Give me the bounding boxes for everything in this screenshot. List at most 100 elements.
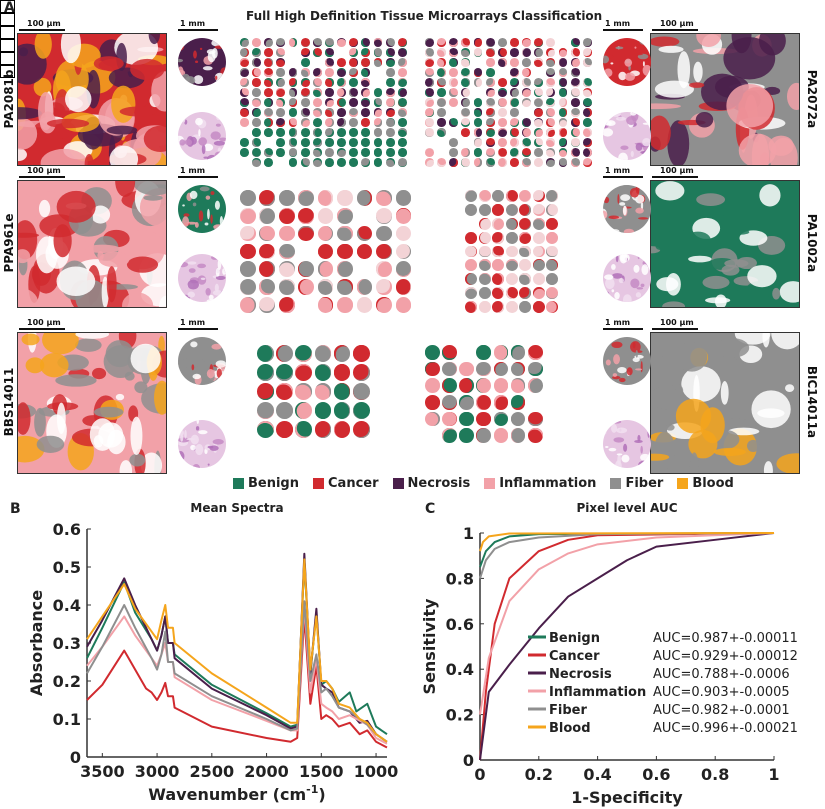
x-tick-label: 2000 xyxy=(244,762,289,781)
tma-core xyxy=(546,78,556,87)
tma-core xyxy=(376,243,392,260)
auc-value: AUC=0.987+-0.00011 xyxy=(653,631,798,646)
tma-core xyxy=(492,190,505,202)
tma-core xyxy=(473,68,483,77)
scale-bar-label: 100 µm xyxy=(660,318,694,327)
tma-core xyxy=(240,98,249,107)
tma-core xyxy=(317,243,334,260)
scale-bar-label: 1 mm xyxy=(180,318,206,327)
tma-core xyxy=(534,78,544,87)
tma-core xyxy=(361,158,371,167)
tma-core xyxy=(252,118,261,127)
tma-core xyxy=(288,148,298,157)
tma-core xyxy=(278,297,295,313)
tma-core xyxy=(240,207,256,224)
tma-core xyxy=(397,48,407,57)
tma-core xyxy=(264,38,274,47)
tissue-zoom-image xyxy=(17,332,167,474)
tma-core xyxy=(425,58,434,67)
tma-core xyxy=(532,203,545,216)
chart-title: Mean Spectra xyxy=(190,501,283,515)
tma-core xyxy=(534,98,544,107)
tma-core xyxy=(312,148,322,157)
tissue-zoom-image xyxy=(650,180,800,308)
tma-core xyxy=(325,128,334,137)
tma-core xyxy=(264,148,274,157)
tma-core xyxy=(546,158,556,167)
tma-core xyxy=(240,243,256,260)
tma-core xyxy=(527,411,543,427)
scale-bar-label: 1 mm xyxy=(605,318,631,327)
tma-core xyxy=(264,88,274,97)
tma-core xyxy=(373,88,383,97)
tma-core xyxy=(546,190,559,202)
tma-core xyxy=(276,118,286,127)
scale-bar-label: 1 mm xyxy=(180,19,206,28)
tma-core xyxy=(352,383,370,400)
x-tick-label: 0 xyxy=(474,765,485,784)
tma-core xyxy=(385,48,395,57)
tma-core xyxy=(337,207,353,224)
tma-core xyxy=(349,58,359,67)
tma-core xyxy=(397,128,407,137)
tma-core xyxy=(352,364,370,381)
y-tick-label: 0.6 xyxy=(446,615,474,634)
tma-core xyxy=(546,68,556,77)
tma-core xyxy=(476,428,492,443)
tma-core xyxy=(312,108,322,117)
tma-core xyxy=(385,158,395,167)
tma-core xyxy=(252,48,261,57)
tma-core xyxy=(522,148,531,157)
tma-core xyxy=(570,138,580,147)
tma-core xyxy=(252,138,261,147)
tma-core xyxy=(373,98,383,107)
legend-label: Fiber xyxy=(549,703,587,718)
tma-core xyxy=(240,48,249,57)
tma-core xyxy=(300,78,310,87)
y-tick-label: 0 xyxy=(70,748,81,767)
tma-core xyxy=(437,38,446,47)
tma-core xyxy=(505,245,518,258)
tma-core xyxy=(497,88,507,97)
tma-core xyxy=(546,98,556,107)
tma-core xyxy=(276,58,286,67)
tma-core xyxy=(252,148,261,157)
tma-core xyxy=(485,108,495,117)
tma-core xyxy=(449,38,459,47)
tma-core xyxy=(570,158,580,167)
tma-core xyxy=(276,98,286,107)
tma-core xyxy=(397,138,407,147)
tma-core xyxy=(510,148,519,157)
tma-core xyxy=(519,273,532,286)
tma-core xyxy=(558,118,568,127)
tma-core xyxy=(300,48,310,57)
tma-core xyxy=(425,411,440,427)
tma-core xyxy=(295,345,313,362)
tma-core xyxy=(485,58,495,67)
tma-core xyxy=(425,345,440,360)
tma-core xyxy=(473,128,483,137)
scale-bar xyxy=(652,29,698,31)
tma-core xyxy=(497,98,507,107)
tma-core xyxy=(361,148,371,157)
tma-core xyxy=(485,98,495,107)
tma-core xyxy=(333,402,351,419)
tma-core xyxy=(519,217,532,230)
x-axis-label: Wavenumber (cm-1) xyxy=(148,783,325,804)
tma-core xyxy=(582,58,592,67)
tma-core xyxy=(395,297,412,313)
tma-core xyxy=(473,78,483,87)
tma-core xyxy=(385,108,395,117)
tma-core xyxy=(546,273,559,286)
tma-core xyxy=(298,279,315,295)
tma-core xyxy=(519,203,532,216)
tma-core xyxy=(546,108,556,117)
tma-core xyxy=(337,243,353,260)
tma-core xyxy=(288,38,298,47)
tma-core xyxy=(425,68,434,77)
tma-core xyxy=(510,38,519,47)
tma-core xyxy=(325,158,334,167)
y-tick-label: 0.2 xyxy=(53,672,81,691)
tma-core xyxy=(373,138,383,147)
tma-core xyxy=(376,225,392,242)
